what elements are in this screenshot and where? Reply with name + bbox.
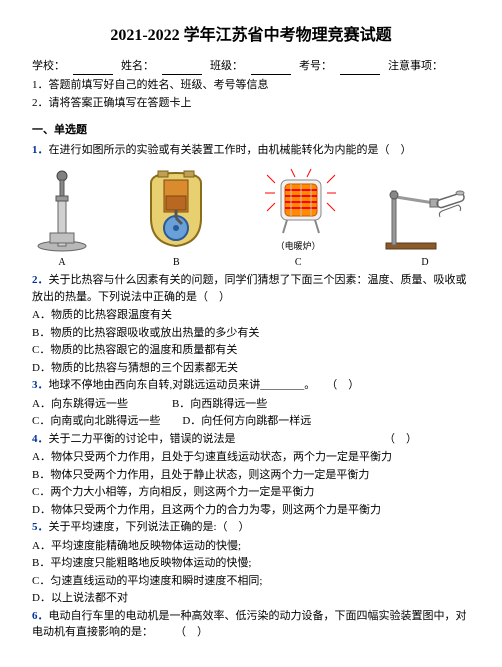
q1-number: 1． (32, 144, 49, 156)
figure-d-label: D (380, 255, 470, 270)
notice-label: 注意事项： (388, 58, 443, 75)
page-title: 2021-2022 学年江苏省中考物理竞赛试题 (32, 24, 470, 48)
q3-opt-a: A．向东跳得远一些 (32, 398, 128, 410)
section-header: 一、单选题 (32, 122, 470, 139)
q4-text: 关于二力平衡的讨论中，错误的说法是 （ ） (49, 433, 418, 445)
q4-opt-c: C．两个力大小相等，方向相反，则这两个力一定是平衡力 (32, 484, 470, 501)
q5-opt-b: B．平均速度只能粗略地反映物体运动的快慢; (32, 555, 470, 572)
q5-opt-d: D．以上说法都不对 (32, 590, 470, 607)
q2-number: 2． (32, 274, 49, 286)
name-blank (162, 58, 202, 75)
q1-text: 在进行如图所示的实验或有关装置工作时，由机械能转化为内能的是（ ） (49, 144, 412, 156)
q4-number: 4． (32, 433, 49, 445)
question-2: 2．关于比热容与什么因素有关的问题，同学们猜想了下面三个因素：温度、质量、吸收或… (32, 272, 470, 305)
q3-opt-d: D．向任何方向跳都一样远 (182, 415, 311, 427)
q1-figures: A B (32, 165, 470, 271)
question-4: 4．关于二力平衡的讨论中，错误的说法是 （ ） (32, 431, 470, 448)
q5-text: 关于平均速度，下列说法正确的是:（ ） (49, 521, 250, 533)
q2-opt-a: A．物质的比热容跟温度有关 (32, 307, 470, 324)
figure-c: （电暖炉） C (261, 165, 336, 271)
q4-opt-d: D．物体只受两个力作用，且这两个力的合力为零，则这两个力是平衡力 (32, 502, 470, 519)
note-2: 2．请将答案正确填写在答题卡上 (32, 95, 470, 112)
figure-a: A (32, 168, 92, 270)
q5-number: 5． (32, 521, 49, 533)
figure-c-label: C (261, 255, 336, 270)
question-3: 3．地球不停地由西向东自转,对跳远运动员来讲________。 （ ） (32, 377, 470, 394)
clamp-stand-icon (380, 173, 470, 253)
examno-blank (340, 58, 380, 75)
q2-opt-d: D．物质的比热容与猜想的三个因素都无关 (32, 360, 470, 377)
figure-d: D (380, 173, 470, 270)
q2-opt-c: C．物质的比热容跟它的温度和质量都有关 (32, 342, 470, 359)
q6-text: 电动自行车里的电动机是一种高效率、低污染的动力设备，下面四幅实验装置图中，对电动… (32, 610, 467, 639)
school-label: 学校： (32, 58, 65, 75)
header-row: 学校： 姓名： 班级： 考号： 注意事项： (32, 58, 470, 75)
figure-b-label: B (136, 255, 216, 270)
question-1: 1．在进行如图所示的实验或有关装置工作时，由机械能转化为内能的是（ ） (32, 142, 470, 159)
figure-a-label: A (32, 255, 92, 270)
q2-text: 关于比热容与什么因素有关的问题，同学们猜想了下面三个因素：温度、质量、吸收或放出… (32, 274, 467, 303)
q3-opts-cd: C．向南或向北跳得远一些 D．向任何方向跳都一样远 (32, 413, 470, 430)
q5-opt-a: A．平均速度能精确地反映物体运动的快慢; (32, 538, 470, 555)
examno-label: 考号： (299, 58, 332, 75)
q3-opts-ab: A．向东跳得远一些 B．向西跳得远一些 (32, 396, 470, 413)
q2-opt-b: B．物质的比热容跟吸收或放出热量的多少有关 (32, 325, 470, 342)
figure-c-caption: （电暖炉） (261, 240, 336, 254)
apparatus-icon (32, 168, 92, 253)
heater-icon (261, 165, 336, 240)
q4-opt-a: A．物体只受两个力作用，且处于匀速直线运动状态，两个力一定是平衡力 (32, 449, 470, 466)
engine-icon (136, 168, 216, 253)
school-blank (73, 58, 113, 75)
q4-opt-b: B．物体只受两个力作用，且处于静止状态，则这两个力一定是平衡力 (32, 467, 470, 484)
q3-text: 地球不停地由西向东自转,对跳远运动员来讲________。 （ ） (49, 379, 360, 391)
note-1: 1．答题前填写好自己的姓名、班级、考号等信息 (32, 77, 470, 94)
q3-opt-b: B．向西跳得远一些 (172, 398, 267, 410)
question-5: 5．关于平均速度，下列说法正确的是:（ ） (32, 519, 470, 536)
q6-number: 6． (32, 610, 49, 622)
q3-number: 3． (32, 379, 49, 391)
name-label: 姓名： (121, 58, 154, 75)
question-6: 6．电动自行车里的电动机是一种高效率、低污染的动力设备，下面四幅实验装置图中，对… (32, 608, 470, 641)
figure-b: B (136, 168, 216, 270)
q5-opt-c: C．匀速直线运动的平均速度和瞬时速度不相同; (32, 573, 470, 590)
class-label: 班级： (210, 58, 243, 75)
class-blank (251, 58, 291, 75)
q3-opt-c: C．向南或向北跳得远一些 (32, 415, 160, 427)
